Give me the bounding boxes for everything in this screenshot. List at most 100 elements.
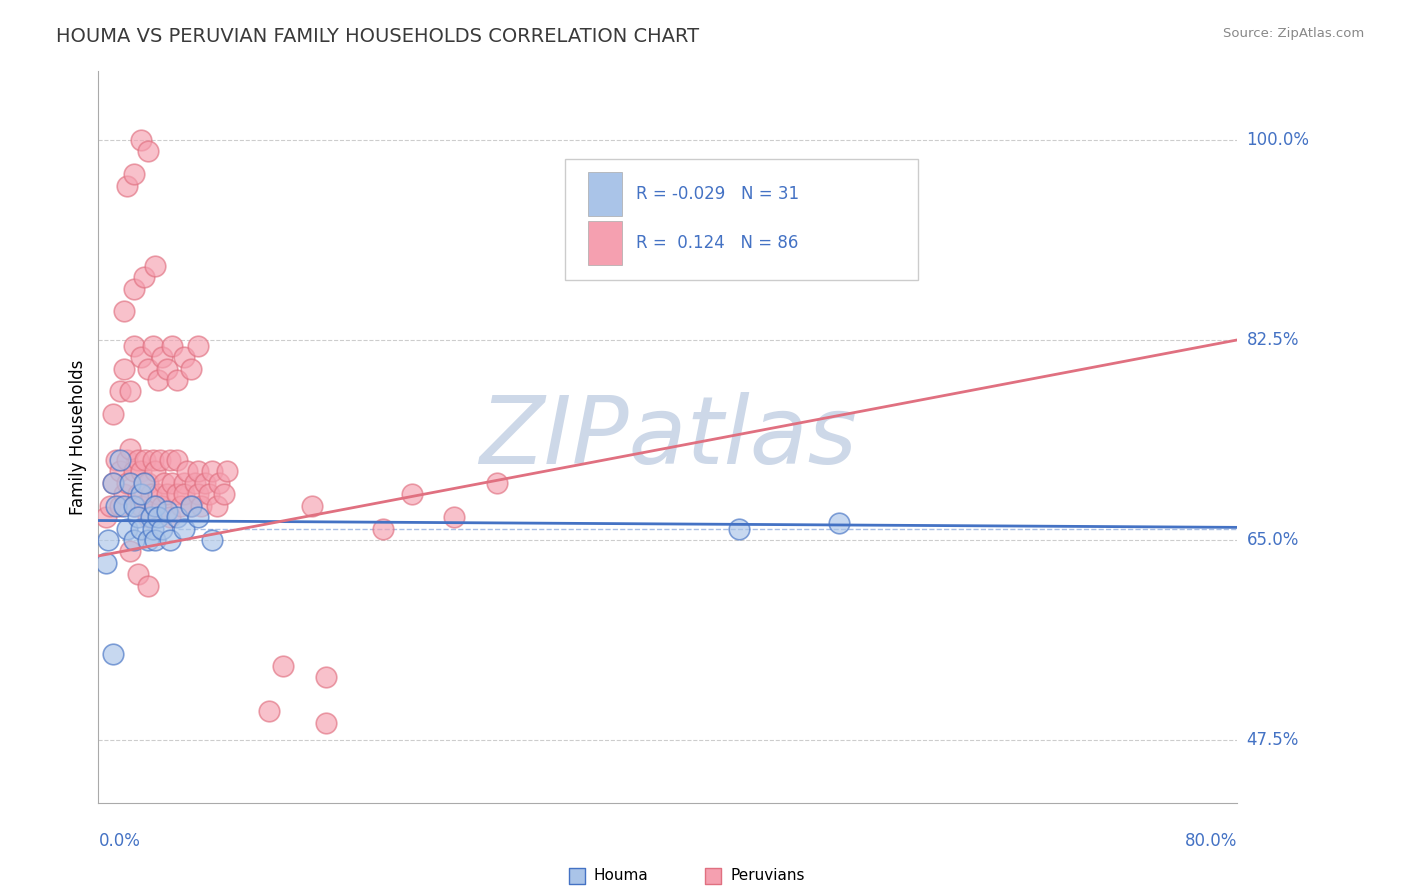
- Point: [166, 453, 188, 467]
- Text: 80.0%: 80.0%: [1185, 832, 1237, 850]
- Point: [259, 704, 281, 718]
- Point: [187, 510, 209, 524]
- Point: [141, 521, 163, 535]
- Text: 0.0%: 0.0%: [98, 832, 141, 850]
- Point: [122, 281, 145, 295]
- Point: [190, 499, 212, 513]
- Text: Houma: Houma: [593, 869, 648, 883]
- Point: [139, 510, 162, 524]
- Point: [112, 361, 135, 376]
- Point: [148, 487, 170, 501]
- Point: [443, 510, 465, 524]
- Point: [94, 556, 117, 570]
- Point: [215, 464, 238, 478]
- Point: [728, 521, 751, 535]
- Point: [127, 453, 149, 467]
- Point: [152, 350, 174, 364]
- Point: [208, 475, 231, 490]
- Point: [145, 499, 167, 513]
- Point: [166, 373, 188, 387]
- Point: [205, 499, 228, 513]
- Point: [118, 442, 141, 456]
- Point: [301, 499, 323, 513]
- Point: [129, 464, 152, 478]
- Point: [187, 487, 209, 501]
- Point: [201, 464, 224, 478]
- Point: [108, 384, 131, 399]
- Point: [170, 499, 193, 513]
- Point: [373, 521, 395, 535]
- Point: [184, 475, 207, 490]
- Point: [136, 475, 159, 490]
- Point: [180, 499, 202, 513]
- Point: [141, 339, 163, 353]
- Point: [136, 361, 159, 376]
- Point: [145, 259, 167, 273]
- Point: [132, 475, 155, 490]
- Point: [122, 464, 145, 478]
- Point: [194, 475, 217, 490]
- Point: [159, 510, 181, 524]
- Point: [173, 521, 195, 535]
- Point: [166, 487, 188, 501]
- Point: [141, 453, 163, 467]
- Text: 100.0%: 100.0%: [1246, 131, 1309, 149]
- Point: [702, 869, 724, 883]
- Point: [112, 304, 135, 318]
- Point: [136, 533, 159, 547]
- Point: [129, 350, 152, 364]
- Point: [115, 453, 138, 467]
- Point: [145, 533, 167, 547]
- Text: 82.5%: 82.5%: [1246, 331, 1299, 349]
- Point: [156, 361, 179, 376]
- Point: [180, 361, 202, 376]
- Point: [101, 475, 124, 490]
- Point: [152, 521, 174, 535]
- Point: [180, 499, 202, 513]
- Point: [148, 510, 170, 524]
- Point: [122, 533, 145, 547]
- Point: [159, 453, 181, 467]
- Point: [132, 270, 155, 285]
- Point: [115, 521, 138, 535]
- Point: [127, 510, 149, 524]
- Text: Source: ZipAtlas.com: Source: ZipAtlas.com: [1223, 27, 1364, 40]
- Point: [149, 453, 172, 467]
- Point: [112, 487, 135, 501]
- Point: [115, 475, 138, 490]
- Point: [173, 475, 195, 490]
- Point: [129, 521, 152, 535]
- Point: [134, 453, 156, 467]
- Point: [101, 475, 124, 490]
- Point: [145, 464, 167, 478]
- Point: [136, 510, 159, 524]
- Point: [94, 510, 117, 524]
- FancyBboxPatch shape: [588, 221, 623, 265]
- Point: [139, 487, 162, 501]
- Point: [122, 339, 145, 353]
- Point: [153, 475, 176, 490]
- Point: [101, 647, 124, 661]
- Point: [127, 487, 149, 501]
- Point: [97, 533, 120, 547]
- Point: [159, 533, 181, 547]
- Point: [122, 167, 145, 181]
- Point: [115, 178, 138, 193]
- Text: ZIPatlas: ZIPatlas: [479, 392, 856, 483]
- Point: [315, 670, 337, 684]
- Point: [173, 487, 195, 501]
- Text: HOUMA VS PERUVIAN FAMILY HOUSEHOLDS CORRELATION CHART: HOUMA VS PERUVIAN FAMILY HOUSEHOLDS CORR…: [56, 27, 699, 45]
- Text: Peruvians: Peruvians: [731, 869, 806, 883]
- Point: [152, 499, 174, 513]
- Point: [156, 487, 179, 501]
- Point: [108, 464, 131, 478]
- Point: [118, 475, 141, 490]
- Point: [156, 504, 179, 518]
- Point: [212, 487, 235, 501]
- Point: [104, 453, 127, 467]
- Point: [198, 487, 221, 501]
- Point: [201, 533, 224, 547]
- Point: [112, 499, 135, 513]
- Point: [108, 453, 131, 467]
- Point: [162, 339, 184, 353]
